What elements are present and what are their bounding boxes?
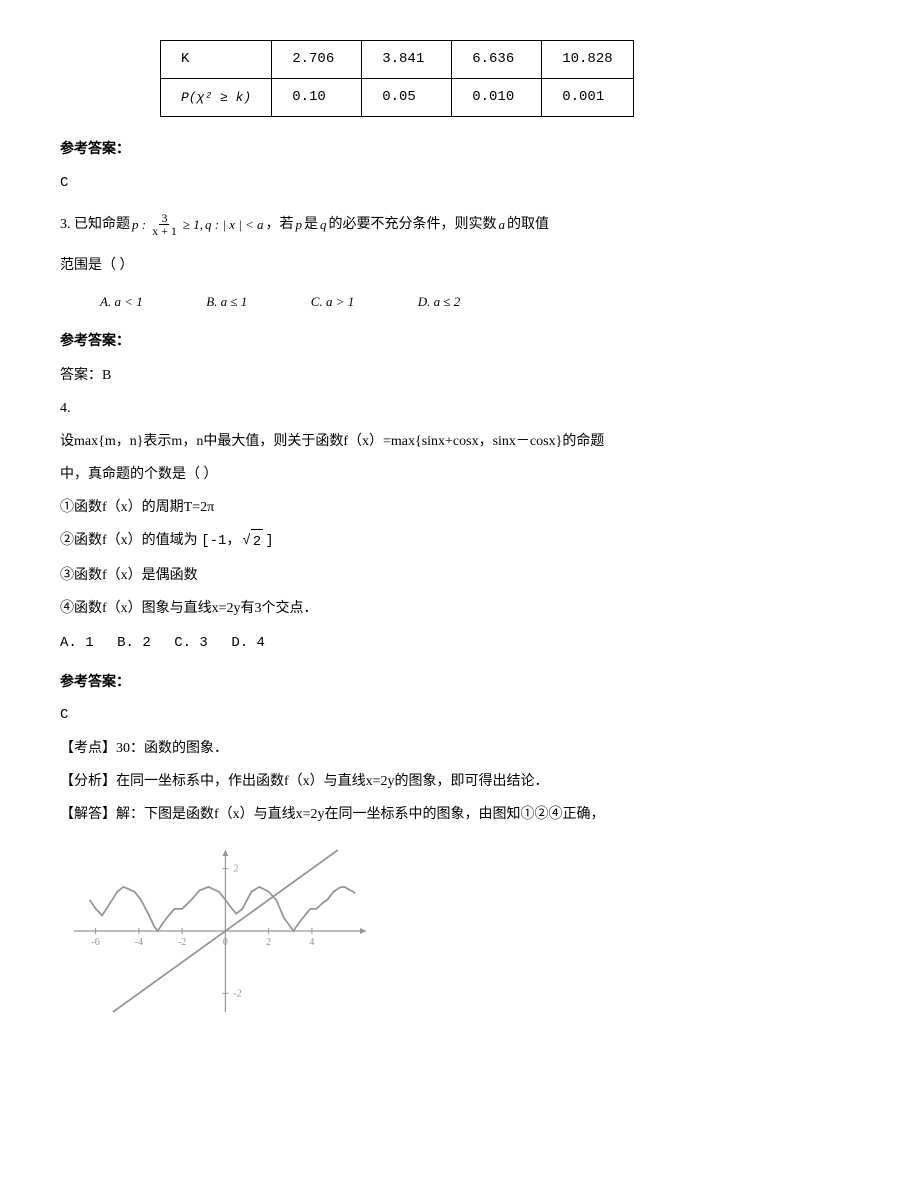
frac-num: 3 — [159, 212, 169, 225]
function-graph: -6 -4 -2 0 2 4 -2 2 — [60, 836, 380, 1026]
answer-text: 答案：B — [60, 363, 860, 388]
svg-text:4: 4 — [309, 937, 314, 948]
option-d: D. 4 — [231, 631, 265, 656]
p-label: p : — [132, 213, 146, 236]
q4-options: A. 1 B. 2 C. 3 D. 4 — [60, 630, 860, 656]
option-c: C. a > 1 — [311, 290, 354, 313]
radical-icon: √ — [242, 529, 250, 554]
sqrt: √2 — [242, 529, 263, 555]
q3-mid3: 的必要不充分条件，则实数 — [329, 212, 497, 237]
svg-text:2: 2 — [233, 863, 238, 874]
q4-s3: ③函数f（x）是偶函数 — [60, 563, 860, 588]
a-sym: a — [499, 213, 506, 236]
table-row: K 2.706 3.841 6.636 10.828 — [161, 41, 634, 79]
svg-text:-2: -2 — [178, 937, 186, 948]
frac-den: x + 1 — [150, 225, 179, 237]
answer-heading: 参考答案： — [60, 329, 860, 354]
option-b: B. a ≤ 1 — [206, 290, 247, 313]
option-a: A. 1 — [60, 631, 94, 656]
q4-s2: ②函数f（x）的值域为 [-1， √2 ] — [60, 528, 860, 555]
fraction: 3 x + 1 — [150, 212, 179, 237]
svg-text:-4: -4 — [135, 937, 143, 948]
q3-suffix: 的取值 — [507, 212, 549, 237]
range: [-1， √2 ] — [201, 529, 273, 555]
svg-text:-2: -2 — [233, 988, 241, 999]
chi-square-table: K 2.706 3.841 6.636 10.828 P(χ² ≥ k) 0.1… — [160, 40, 634, 117]
cell: 0.001 — [542, 79, 633, 117]
q4-num: 4. — [60, 396, 860, 421]
q4-stem1: 设max{m，n}表示m，n中最大值，则关于函数f（x）=max{sinx+co… — [60, 429, 860, 454]
q3-stem: 3. 已知命题 p : 3 x + 1 ≥ 1, q : | x | < a ，… — [60, 212, 549, 237]
q3-prefix: 3. 已知命题 — [60, 212, 130, 237]
p-rel: ≥ 1, — [183, 213, 203, 236]
cell-k-label: K — [161, 41, 272, 79]
svg-text:0: 0 — [223, 937, 228, 948]
answer-heading: 参考答案： — [60, 670, 860, 695]
range-close: ] — [265, 529, 273, 554]
cell: 0.10 — [272, 79, 362, 117]
option-d: D. a ≤ 2 — [418, 290, 461, 313]
table-row: P(χ² ≥ k) 0.10 0.05 0.010 0.001 — [161, 79, 634, 117]
cell: 3.841 — [362, 41, 452, 79]
q4-stem2: 中，真命题的个数是（ ） — [60, 462, 860, 487]
q-label: q : | x | < a — [205, 213, 264, 236]
q4-kpoint: 【考点】30：函数的图象． — [60, 736, 860, 761]
answer-heading: 参考答案： — [60, 137, 860, 162]
option-a: A. a < 1 — [100, 290, 143, 313]
q4-s4: ④函数f（x）图象与直线x=2y有3个交点． — [60, 596, 860, 621]
q3-range: 范围是（ ） — [60, 253, 860, 278]
p-sym: p — [296, 213, 303, 236]
cell: 2.706 — [272, 41, 362, 79]
range-low: [-1， — [201, 529, 240, 554]
q4-s2-pre: ②函数f（x）的值域为 — [60, 533, 198, 548]
svg-text:2: 2 — [266, 937, 271, 948]
option-b: B. 2 — [117, 631, 151, 656]
cell: 10.828 — [542, 41, 633, 79]
q4-solve: 【解答】解：下图是函数f（x）与直线x=2y在同一坐标系中的图象，由图知①②④正… — [60, 802, 860, 827]
q4-analysis: 【分析】在同一坐标系中，作出函数f（x）与直线x=2y的图象，即可得出结论． — [60, 769, 860, 794]
svg-text:-6: -6 — [91, 937, 99, 948]
cell: 6.636 — [452, 41, 542, 79]
answer-text: C — [60, 703, 860, 728]
radicand: 2 — [251, 529, 263, 555]
q3-mid: ，若 — [266, 212, 294, 237]
answer-text: C — [60, 171, 860, 196]
q4-s1: ①函数f（x）的周期T=2π — [60, 495, 860, 520]
cell: 0.010 — [452, 79, 542, 117]
cell: 0.05 — [362, 79, 452, 117]
q-sym: q — [320, 213, 327, 236]
q3-options: A. a < 1 B. a ≤ 1 C. a > 1 D. a ≤ 2 — [60, 290, 860, 315]
option-c: C. 3 — [174, 631, 208, 656]
q3-mid2: 是 — [304, 212, 318, 237]
cell-p-label: P(χ² ≥ k) — [161, 79, 272, 117]
